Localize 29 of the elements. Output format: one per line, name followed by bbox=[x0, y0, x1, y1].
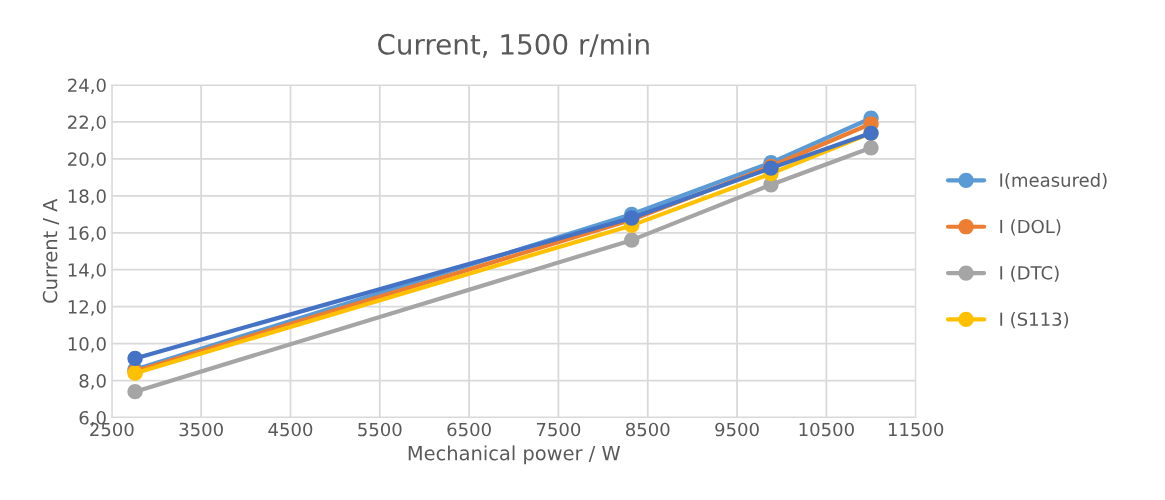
legend-label: I(measured) bbox=[1000, 172, 1107, 190]
x-tick-label: 10500 bbox=[799, 422, 854, 437]
x-tick-label: 3500 bbox=[179, 422, 223, 437]
point bbox=[127, 384, 143, 400]
point bbox=[624, 232, 640, 248]
x-tick-label: 11500 bbox=[888, 422, 944, 437]
legend-label: I (S113) bbox=[1000, 312, 1069, 329]
y-tick-label: 16,0 bbox=[68, 226, 106, 242]
y-tick-label: 18,0 bbox=[68, 189, 106, 205]
y-tick-label: 14,0 bbox=[68, 263, 106, 279]
x-tick-label: 8500 bbox=[625, 422, 670, 437]
y-tick-label: 12,0 bbox=[68, 300, 106, 316]
chart-title: Current, 1500 r/min bbox=[378, 33, 649, 58]
legend-label: I (DTC) bbox=[1000, 265, 1059, 282]
x-tick-label: 6500 bbox=[447, 422, 491, 437]
x-tick-label: 5500 bbox=[358, 422, 402, 437]
y-tick-label: 10,0 bbox=[68, 337, 106, 353]
x-tick-label: 9500 bbox=[715, 422, 759, 437]
x-tick-label: 7500 bbox=[536, 422, 581, 437]
y-tick-label: 20,0 bbox=[68, 152, 106, 168]
y-tick-label: 24,0 bbox=[68, 78, 106, 94]
y-tick-label: 22,0 bbox=[68, 115, 106, 131]
point bbox=[127, 350, 143, 367]
x-tick-label: 4500 bbox=[268, 422, 313, 437]
legend-label: I (DOL) bbox=[1000, 219, 1061, 236]
y-axis-title: Current / A bbox=[42, 198, 59, 303]
y-tick-label: 8,0 bbox=[79, 374, 106, 390]
x-axis-title: Mechanical power / W bbox=[408, 445, 621, 465]
point bbox=[863, 140, 879, 156]
